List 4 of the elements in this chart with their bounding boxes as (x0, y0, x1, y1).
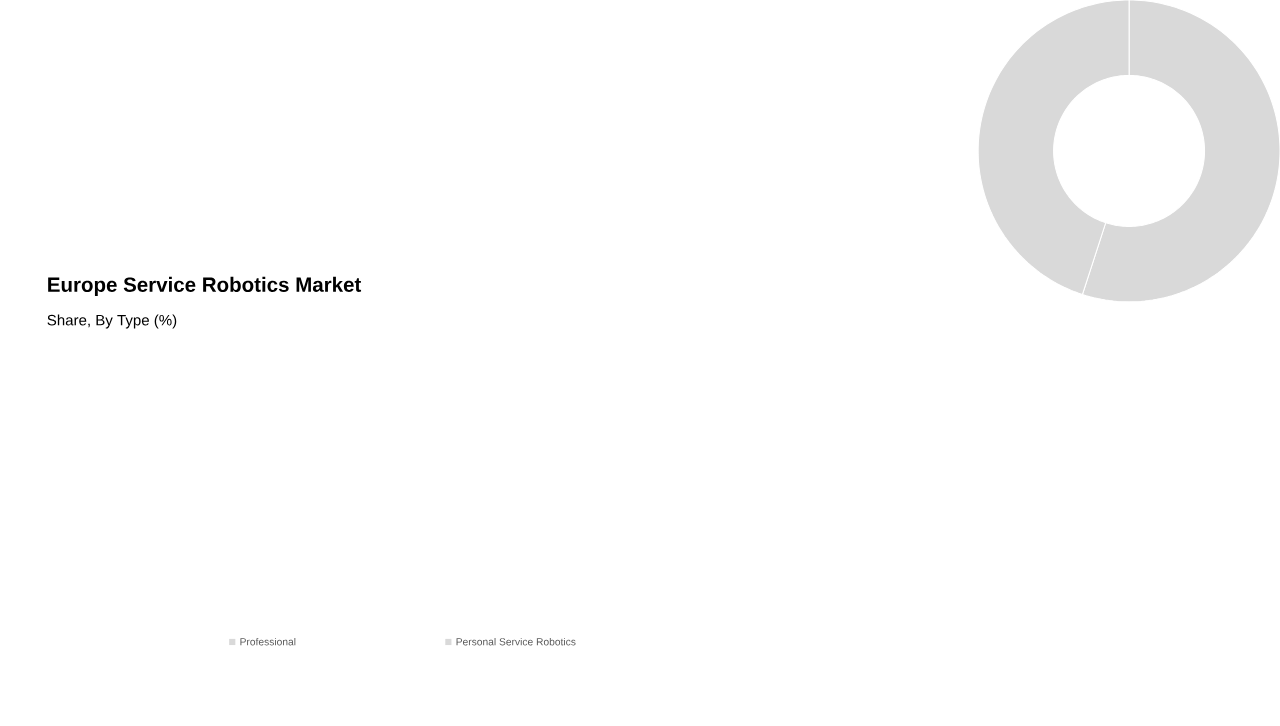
text: Share, By Type (%) (47, 314, 177, 329)
legend-label: Professional (240, 637, 296, 646)
text: Europe Service Robotics Market (48, 276, 362, 296)
legend-label: Personal Service Robotics (456, 637, 576, 646)
